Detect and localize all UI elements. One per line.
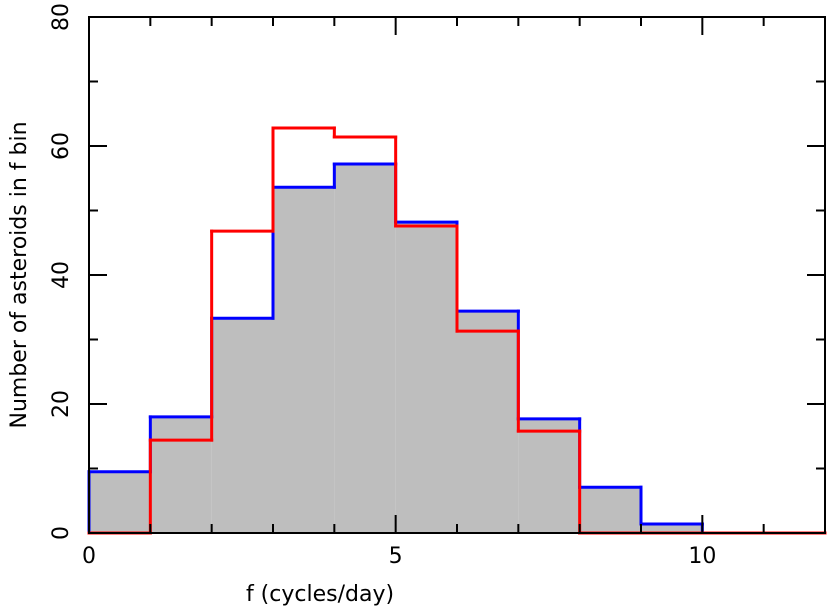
x-tick-label: 10 [688, 544, 716, 569]
x-tick-label: 5 [389, 544, 403, 569]
bar-fill [457, 311, 519, 533]
y-tick-label: 0 [49, 526, 74, 540]
y-axis-label: Number of asteroids in f bin [7, 121, 32, 428]
y-tick-label: 60 [49, 132, 74, 160]
x-tick-label: 0 [82, 544, 96, 569]
bar-fill [395, 222, 457, 534]
bar-fill [273, 187, 335, 533]
bar-fill [89, 471, 151, 533]
y-tick-label: 20 [49, 390, 74, 418]
bar-fill [641, 523, 703, 533]
y-tick-label: 80 [49, 3, 74, 31]
bar-fill [518, 418, 580, 533]
x-axis-label: f (cycles/day) [246, 582, 394, 607]
bar-fill [211, 318, 273, 533]
bar-fill [334, 164, 396, 533]
bar-fill [150, 416, 212, 533]
bar-fill [579, 487, 641, 533]
y-tick-label: 40 [49, 261, 74, 289]
